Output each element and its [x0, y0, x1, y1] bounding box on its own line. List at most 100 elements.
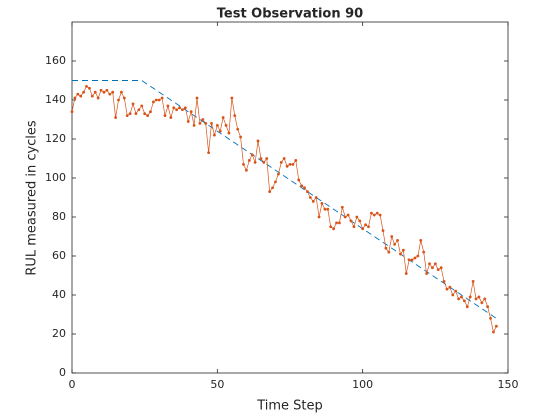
series-marker	[82, 90, 86, 94]
y-tick-label: 0	[59, 366, 66, 379]
series-marker	[181, 108, 184, 112]
series-marker	[288, 162, 292, 166]
series-marker	[111, 90, 115, 94]
series-marker	[157, 98, 161, 102]
series-marker	[221, 116, 225, 119]
series-marker	[210, 122, 213, 125]
series-marker	[320, 201, 324, 205]
series-marker	[410, 258, 414, 262]
series-marker	[131, 102, 135, 106]
series-marker	[483, 297, 487, 301]
series-marker	[137, 108, 141, 112]
series-marker	[227, 131, 231, 135]
y-tick-label: 100	[45, 171, 66, 184]
series-marker	[463, 299, 466, 303]
series-marker	[465, 305, 469, 309]
series-marker	[448, 285, 452, 289]
series-marker	[140, 104, 144, 108]
series-marker	[93, 90, 97, 94]
series-marker	[451, 293, 455, 297]
series-marker	[224, 123, 228, 127]
series-marker	[154, 98, 158, 102]
y-tick-label: 160	[45, 54, 66, 67]
series-marker	[390, 235, 394, 238]
series-marker	[291, 162, 295, 166]
series-marker	[404, 272, 408, 275]
series-marker	[346, 213, 350, 217]
series-marker	[76, 92, 80, 96]
series-marker	[99, 88, 103, 92]
series-line	[72, 80, 497, 319]
series-marker	[96, 96, 100, 100]
series-marker	[108, 92, 112, 96]
series-marker	[117, 98, 120, 102]
series-marker	[105, 88, 109, 92]
series-marker	[73, 96, 77, 100]
series-marker	[358, 219, 362, 223]
series-marker	[236, 127, 240, 131]
series-marker	[242, 162, 245, 166]
series-marker	[396, 239, 399, 242]
series-marker	[361, 227, 365, 231]
y-tick-label: 60	[52, 249, 66, 262]
y-tick-label: 80	[52, 210, 66, 223]
series-marker	[413, 256, 417, 260]
plot-area	[71, 21, 509, 374]
series-marker	[375, 211, 379, 215]
chart-title: Test Observation 90	[217, 7, 363, 22]
series-marker	[352, 225, 356, 229]
series-marker	[433, 262, 437, 266]
series-marker	[151, 100, 155, 104]
series-marker	[230, 96, 234, 100]
series-marker	[454, 289, 458, 293]
series-marker	[387, 250, 391, 254]
series-marker	[178, 106, 181, 110]
series-marker	[338, 221, 341, 225]
series-marker	[486, 305, 490, 309]
series-marker	[183, 106, 187, 110]
series-marker	[160, 96, 164, 100]
series-marker	[247, 159, 251, 162]
series-marker	[335, 221, 338, 225]
series-marker	[122, 96, 126, 100]
y-tick-label: 40	[52, 288, 66, 301]
x-tick-label: 50	[210, 378, 224, 391]
series-marker	[128, 112, 132, 116]
series-marker	[125, 114, 129, 117]
series-marker	[480, 301, 484, 305]
series-marker	[279, 161, 283, 164]
series-marker	[215, 123, 219, 127]
series-marker	[297, 178, 301, 182]
series-marker	[233, 114, 237, 117]
series-marker	[120, 90, 123, 94]
series-marker	[381, 229, 385, 233]
series-marker	[332, 227, 335, 231]
series-marker	[186, 120, 190, 123]
series-marker	[393, 242, 397, 246]
series-marker	[494, 324, 498, 328]
y-tick-label: 20	[52, 327, 66, 340]
series-marker	[300, 184, 304, 188]
series-marker	[282, 157, 286, 160]
series-marker	[474, 297, 478, 301]
series-marker	[416, 254, 420, 258]
series-marker	[271, 186, 274, 190]
series-marker	[349, 219, 353, 223]
series-marker	[189, 110, 193, 114]
y-tick-label: 140	[45, 93, 66, 106]
series-marker	[253, 161, 257, 164]
series-marker	[439, 266, 443, 270]
x-tick-label: 150	[498, 378, 519, 391]
series-marker	[256, 139, 260, 143]
series-marker	[355, 215, 359, 219]
series-marker	[401, 248, 405, 252]
series-marker	[294, 159, 298, 162]
series-marker	[442, 279, 446, 283]
series-marker	[276, 172, 280, 176]
series-marker	[146, 114, 149, 117]
x-tick-label: 0	[69, 378, 76, 391]
series-marker	[317, 215, 321, 219]
series-marker	[285, 164, 289, 168]
y-tick-label: 120	[45, 132, 66, 145]
